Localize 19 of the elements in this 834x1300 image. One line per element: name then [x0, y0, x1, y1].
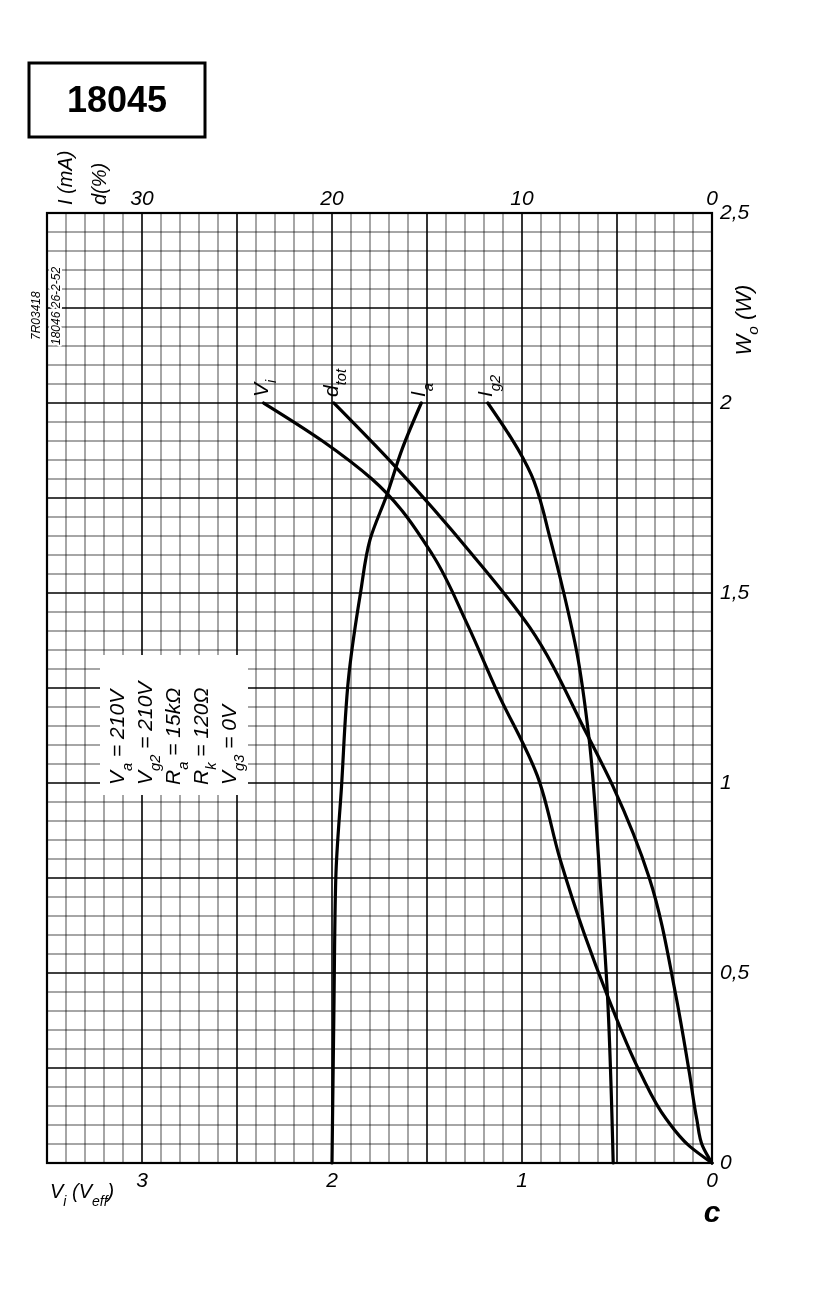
text: c: [703, 1195, 721, 1228]
x-tick-label: 1: [516, 1168, 528, 1191]
x2-tick-label: 10: [510, 186, 534, 209]
x2-tick-label: 20: [319, 186, 344, 209]
text: 7R03418: [29, 290, 43, 340]
y-tick-label: 2,5: [719, 199, 750, 223]
y-tick-label: 1: [720, 769, 732, 793]
y-tick-label: 0: [720, 1149, 732, 1173]
annotation: 18046 26-2-52: [49, 266, 63, 345]
x2-axis-title: I (mA): [54, 150, 76, 205]
x-axis-title: V$_{i}$ (V$_{eff}$): [50, 1180, 115, 1209]
text: 18045: [66, 79, 168, 120]
y-tick-label: 2: [719, 389, 732, 413]
x-tick-label: 2: [325, 1168, 339, 1191]
y-tick-label: 0,5: [720, 959, 750, 983]
y-tick-label: 1,5: [720, 579, 750, 603]
text: d(%): [88, 162, 110, 205]
x2-tick-label: 30: [130, 186, 154, 209]
x-tick-label: 3: [136, 1168, 149, 1191]
